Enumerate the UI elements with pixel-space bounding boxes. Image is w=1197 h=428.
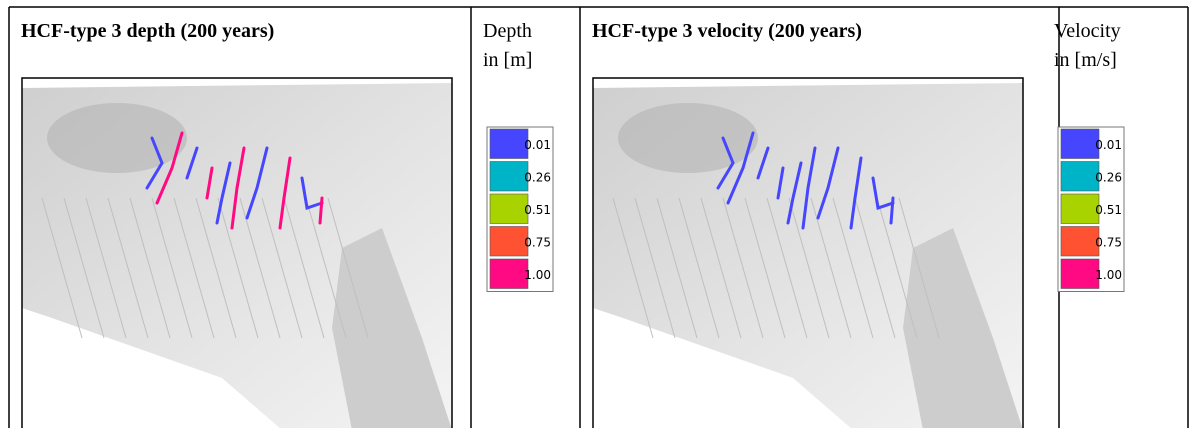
- flow-streak: [891, 198, 893, 223]
- legend-swatch: [490, 162, 528, 192]
- legend-swatch: [490, 227, 528, 257]
- legend-label: 0.26: [1095, 171, 1122, 185]
- panel-title: HCF-type 3 depth (200 years): [21, 20, 274, 42]
- panel: HCF-type 3 depth (200 years) Depth in [m] 0…: [21, 20, 553, 428]
- panel-title: HCF-type 3 velocity (200 years): [592, 20, 862, 42]
- legend-label: 0.51: [1095, 203, 1122, 217]
- panel: HCF-type 3 velocity (200 years) Velocity i…: [592, 20, 1124, 428]
- flow-streak: [320, 198, 322, 223]
- legend-swatch: [1061, 227, 1099, 257]
- legend-title: Depth: [483, 20, 532, 42]
- legend-title: in [m/s]: [1054, 49, 1117, 71]
- legend-title: Velocity: [1054, 20, 1121, 42]
- legend-swatch: [490, 259, 528, 289]
- legend-label: 1.00: [524, 268, 551, 282]
- legend-swatch: [1061, 259, 1099, 289]
- legend-swatch: [1061, 162, 1099, 192]
- legend-title: in [m]: [483, 49, 532, 71]
- map: [593, 78, 1023, 428]
- legend-label: 0.75: [1095, 236, 1122, 250]
- legend-swatch: [1061, 129, 1099, 159]
- legend-label: 0.26: [524, 171, 551, 185]
- legend-label: 0.75: [524, 236, 551, 250]
- legend-label: 1.00: [1095, 268, 1122, 282]
- terrain-shadow: [47, 103, 187, 173]
- legend-label: 0.01: [524, 138, 551, 152]
- document: HCF-type 3 depth (200 years) Depth in [m] 0…: [0, 0, 1197, 428]
- legend-label: 0.51: [524, 203, 551, 217]
- map: [22, 78, 452, 428]
- page: HCF-type 3 depth (200 years) Depth in [m] 0…: [0, 0, 1197, 428]
- legend-label: 0.01: [1095, 138, 1122, 152]
- legend-swatch: [490, 129, 528, 159]
- legend-swatch: [1061, 194, 1099, 224]
- terrain-shadow: [618, 103, 758, 173]
- legend-swatch: [490, 194, 528, 224]
